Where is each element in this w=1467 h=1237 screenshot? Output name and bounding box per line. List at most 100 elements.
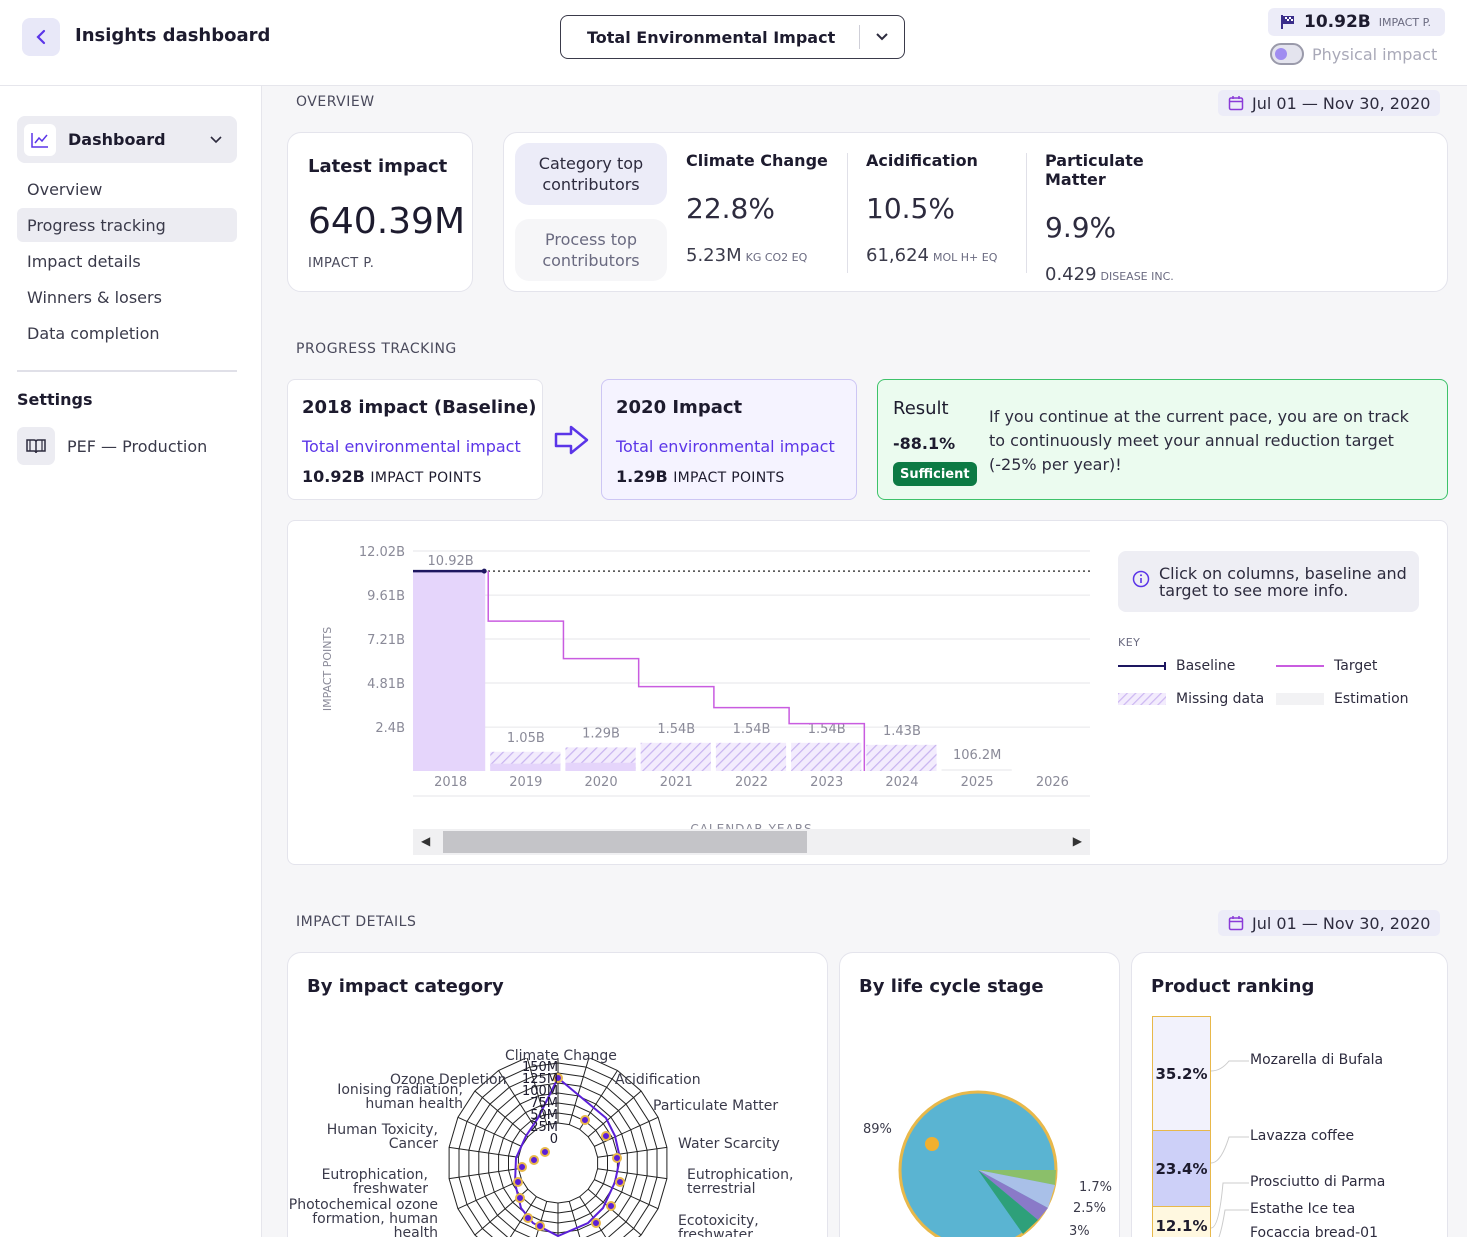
- metric-acidification[interactable]: Acidification 10.5% 61,624 MOL H+ EQ: [866, 151, 1026, 266]
- arrow-right-icon: [554, 425, 589, 455]
- radial-tick: 75M: [530, 1096, 559, 1111]
- metric-divider: [1026, 153, 1027, 273]
- x-tick-label: 2023: [810, 775, 843, 790]
- book-icon: [17, 427, 55, 465]
- radar-ring: [458, 1062, 658, 1237]
- overview-date-text: Jul 01 — Nov 30, 2020: [1252, 93, 1431, 113]
- y-axis-label: IMPACT POINTS: [321, 627, 334, 711]
- rank-segment-2[interactable]: 23.4%: [1152, 1130, 1211, 1207]
- settings-heading: Settings: [17, 390, 93, 409]
- select-separator: [859, 25, 860, 49]
- pie-slice: [978, 1170, 1055, 1208]
- radar-label-eutrophication-freshwater: Eutrophication, freshwater: [321, 1167, 428, 1197]
- baseline-link[interactable]: Total environmental impact: [302, 437, 521, 456]
- toggle-track: [1270, 43, 1304, 65]
- radar-tick-labels: 150M 125M 100M 75M 50M 25M 0: [522, 1060, 559, 1147]
- sidebar-item-overview[interactable]: Overview: [27, 179, 103, 199]
- life-cycle-card: By life cycle stage 89% 1.7% 2.5% 3%: [839, 952, 1120, 1237]
- x-tick-label: 2018: [434, 775, 467, 790]
- radar-spoke: [597, 1168, 667, 1180]
- radar-spoke: [597, 1146, 667, 1158]
- metric-particulate-matter[interactable]: Particulate Matter 9.9% 0.429 DISEASE INC…: [1045, 151, 1205, 285]
- details-date-text: Jul 01 — Nov 30, 2020: [1252, 913, 1431, 933]
- x-tick-label: 2025: [961, 775, 994, 790]
- line-chart-icon: [24, 123, 56, 156]
- metric-unit: DISEASE INC.: [1100, 270, 1174, 283]
- chevron-left-icon: [36, 29, 46, 45]
- sidebar-item-winners-losers[interactable]: Winners & losers: [27, 287, 162, 307]
- bar-actual-2020: [565, 762, 636, 771]
- radar-spoke: [449, 1146, 519, 1158]
- overview-date-range[interactable]: Jul 01 — Nov 30, 2020: [1218, 90, 1441, 116]
- radar-spoke: [568, 1058, 590, 1125]
- bar-2022: [715, 742, 787, 771]
- metric-absolute: 61,624: [866, 245, 929, 266]
- scroll-thumb[interactable]: [443, 831, 807, 853]
- radar-label-ionising-radiation: Ionising radiation, human health: [337, 1082, 463, 1112]
- x-tick-label: 2021: [660, 775, 693, 790]
- bar-value-label: 1.54B: [733, 722, 771, 737]
- rank-segment-1[interactable]: 35.2%: [1152, 1016, 1211, 1131]
- key-estimation-label: Estimation: [1334, 691, 1409, 707]
- key-missing-label: Missing data: [1176, 691, 1265, 707]
- progress-chart-card: 12.02B 9.61B 7.21B 4.81B 2.4B IMPACT POINTS 10…: [287, 520, 1448, 865]
- tab-process-top-contributors[interactable]: Process top contributors: [515, 219, 667, 281]
- key-target-label: Target: [1334, 658, 1378, 674]
- radar-chart[interactable]: [438, 1058, 678, 1237]
- bar-value-label: 106.2M: [953, 748, 1001, 763]
- calendar-icon: [1228, 96, 1244, 111]
- result-card: Result -88.1% Sufficient If you continue…: [877, 379, 1448, 500]
- current-link[interactable]: Total environmental impact: [616, 437, 835, 456]
- radar-label-water-scarcity: Water Scarcity: [678, 1136, 780, 1152]
- life-cycle-title: By life cycle stage: [859, 976, 1044, 997]
- sidebar-item-pef-production[interactable]: PEF — Production: [17, 427, 207, 465]
- chart-horizontal-scrollbar[interactable]: ◀ ▶: [413, 829, 1090, 855]
- life-cycle-pie-chart[interactable]: [898, 1090, 1064, 1237]
- current-value: 1.29B: [616, 467, 668, 486]
- warning-icon: [925, 1137, 939, 1151]
- sidebar-item-impact-details[interactable]: Impact details: [27, 251, 141, 271]
- rank-label-estathe: Estathe Ice tea: [1250, 1201, 1356, 1217]
- physical-impact-toggle[interactable]: Physical impact: [1270, 43, 1437, 65]
- bar-2025: [941, 769, 1012, 771]
- key-baseline-label: Baseline: [1176, 658, 1236, 674]
- impact-category-card: By impact category Climate Change 150M 1…: [287, 952, 828, 1237]
- bar-value-label: 1.54B: [657, 722, 695, 737]
- key-target: Target: [1276, 658, 1377, 674]
- rank-segment-3[interactable]: 12.1%: [1152, 1206, 1211, 1237]
- missing-data-swatch: [1118, 693, 1166, 705]
- x-tick-label: 2022: [735, 775, 768, 790]
- metric-absolute: 0.429: [1045, 264, 1097, 285]
- baseline-marker: [481, 568, 487, 574]
- baseline-unit: IMPACT POINTS: [370, 470, 482, 486]
- latest-impact-unit: IMPACT P.: [308, 256, 375, 271]
- radial-tick: 150M: [522, 1060, 559, 1075]
- scroll-right-icon[interactable]: ▶: [1072, 834, 1082, 848]
- baseline-impact-card: 2018 impact (Baseline) Total environment…: [287, 379, 543, 500]
- sidebar-item-progress-tracking[interactable]: Progress tracking: [17, 208, 237, 242]
- bar-value-label: 1.29B: [582, 726, 620, 741]
- dashboard-dropdown[interactable]: Dashboard: [17, 116, 237, 163]
- pie-slice: [978, 1170, 1038, 1234]
- current-unit: IMPACT POINTS: [673, 470, 785, 486]
- impact-details-heading: IMPACT DETAILS: [296, 914, 417, 930]
- back-button[interactable]: [22, 18, 60, 56]
- impact-category-select[interactable]: Total Environmental Impact: [560, 15, 905, 59]
- tab-category-top-contributors[interactable]: Category top contributors: [515, 143, 667, 205]
- toggle-knob: [1275, 48, 1287, 60]
- metric-climate-change[interactable]: Climate Change 22.8% 5.23M KG CO2 EQ: [686, 151, 846, 266]
- details-date-range[interactable]: Jul 01 — Nov 30, 2020: [1218, 910, 1441, 936]
- radial-tick: 0: [549, 1132, 559, 1147]
- metric-percent: 9.9%: [1045, 211, 1117, 244]
- radar-spoke: [457, 1179, 522, 1210]
- top-contributors-card: Category top contributors Process top co…: [503, 132, 1448, 292]
- radar-label-acidification: Acidification: [615, 1072, 701, 1088]
- key-baseline: Baseline: [1118, 658, 1235, 674]
- pie-label-1-7: 1.7%: [1079, 1180, 1113, 1195]
- scroll-left-icon[interactable]: ◀: [421, 834, 431, 848]
- sidebar-item-data-completion[interactable]: Data completion: [27, 323, 160, 343]
- radar-ring: [478, 1082, 638, 1237]
- total-impact-value: 10.92B: [1304, 12, 1371, 32]
- bar-value-label: 10.92B: [428, 554, 474, 569]
- bar-value-label: 1.54B: [808, 722, 846, 737]
